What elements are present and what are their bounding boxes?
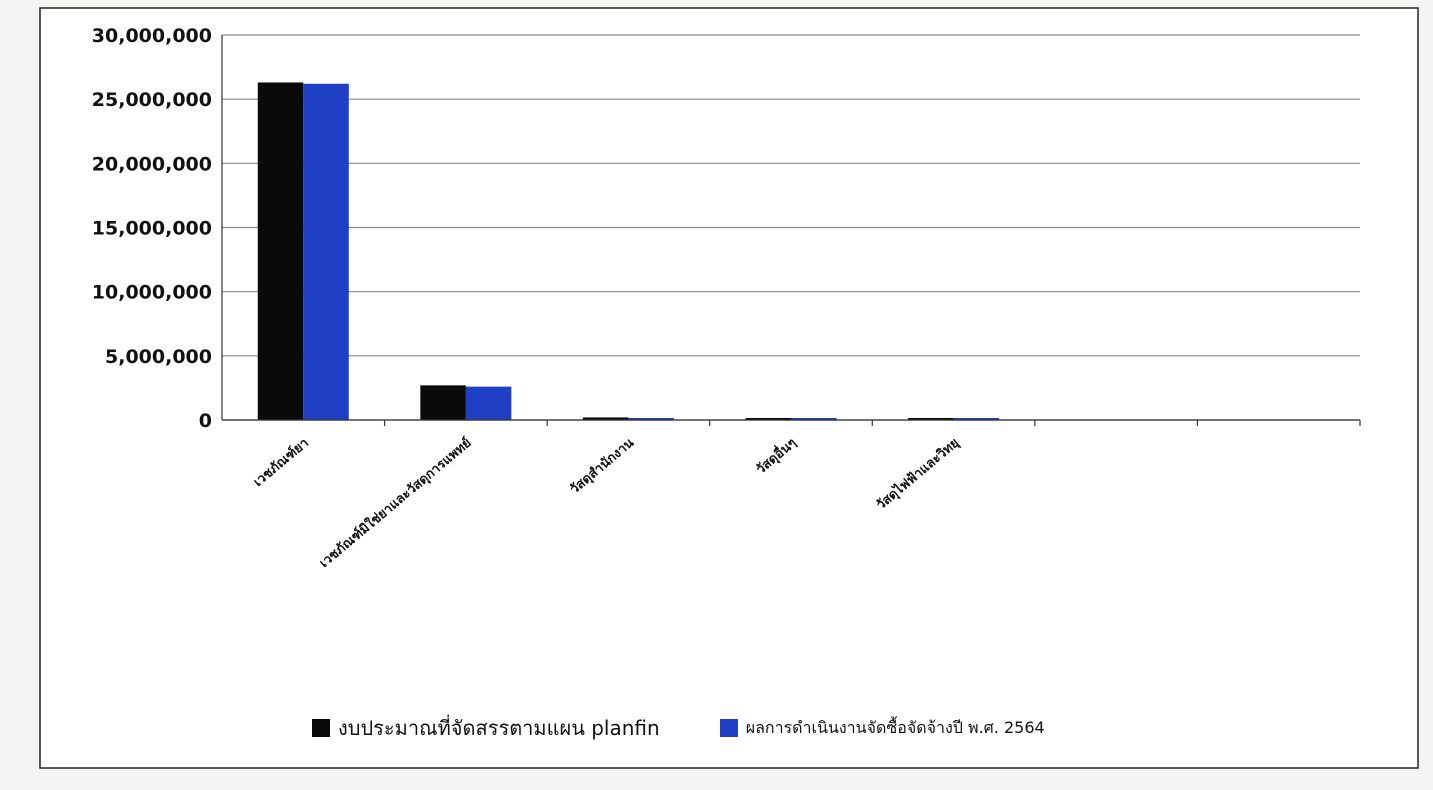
legend-item-actual: ผลการดำเนินงานจัดซื้อจัดจ้างปี พ.ศ. 2564 [719,716,1045,741]
y-tick-label: 30,000,000 [92,25,212,47]
chart-border [39,7,1419,769]
y-tick-labels: 0 5,000,000 10,000,000 15,000,000 20,000,000… [92,25,212,432]
legend-label-actual: ผลการดำเนินงานจัดซื้อจัดจ้างปี พ.ศ. 2564 [745,717,1045,737]
bars [257,82,1000,421]
bar-actual [791,418,837,420]
bar-budget [420,385,466,420]
y-tick-label: 10,000,000 [92,282,212,304]
bar-actual [303,83,349,421]
legend-label-budget: งบประมาณที่จัดสรรตามแผน planfin [338,716,660,740]
y-tick-label: 0 [199,410,212,432]
legend-swatch-actual [719,719,738,737]
axes [221,35,1361,426]
bar-actual [953,418,1000,420]
y-tick-label: 25,000,000 [92,89,212,111]
legend: งบประมาณที่จัดสรรตามแผน planfin ผลการดำเ… [312,712,1045,744]
bar-actual [465,386,512,420]
legend-swatch-budget [312,719,330,737]
y-tick-label: 15,000,000 [92,218,212,240]
legend-item-budget: งบประมาณที่จัดสรรตามแผน planfin [312,712,660,744]
gridlines [222,34,1360,421]
bar-actual [628,418,674,420]
bar-budget [908,418,954,420]
bar-budget [257,82,304,420]
chart-frame [39,7,1419,769]
y-tick-label: 20,000,000 [92,153,212,175]
y-tick-label: 5,000,000 [105,346,212,368]
bar-budget [582,417,629,420]
bar-budget [745,418,791,420]
